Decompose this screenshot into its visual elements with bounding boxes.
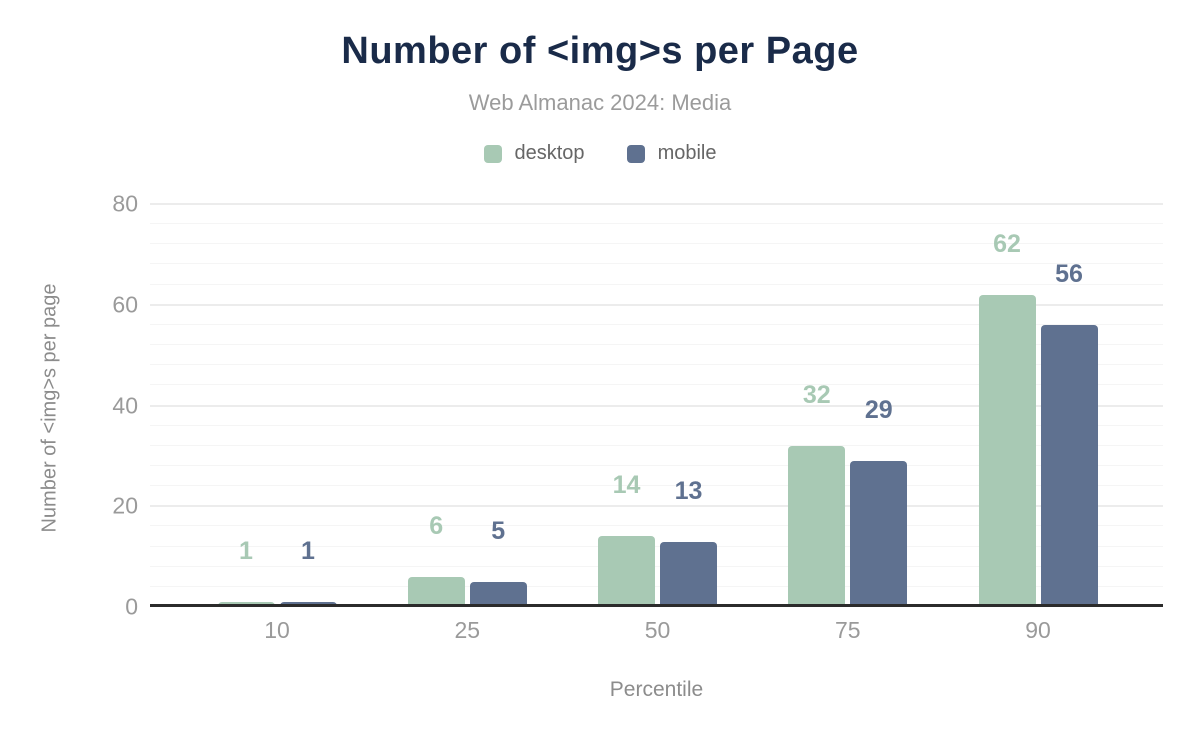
chart-title: Number of <img>s per Page [341, 30, 859, 72]
legend-swatch-mobile [626, 144, 645, 163]
legend-item-desktop[interactable]: desktop [483, 142, 585, 165]
bar-mobile-p90 [1040, 324, 1098, 607]
x-axis-tick-labels: 10 25 50 75 90 [150, 617, 1163, 647]
legend-label-mobile: mobile [657, 142, 717, 164]
y-tick-label-0: 0 [125, 593, 138, 620]
y-tick-label-60: 60 [112, 291, 138, 318]
x-axis-line [150, 604, 1163, 607]
y-tick-label-80: 80 [112, 190, 138, 217]
major-gridline [150, 203, 1163, 205]
value-label-mobile-p10: 1 [301, 536, 315, 565]
chart-subtitle: Web Almanac 2024: Media [468, 90, 732, 115]
value-label-desktop-p50: 14 [612, 471, 641, 500]
bar-desktop-p25 [407, 576, 465, 607]
x-tick-label-50: 50 [644, 617, 671, 643]
value-label-mobile-p90: 56 [1055, 259, 1083, 288]
legend-swatch-desktop [483, 144, 502, 163]
minor-gridline [150, 223, 1163, 225]
y-tick-label-40: 40 [112, 392, 138, 418]
value-label-desktop-p75: 32 [802, 380, 831, 409]
legend-label-desktop: desktop [514, 142, 585, 164]
legend-item-mobile[interactable]: mobile [626, 142, 717, 165]
x-tick-label-25: 25 [454, 617, 481, 643]
value-label-desktop-p25: 6 [429, 511, 444, 540]
minor-gridline [150, 283, 1163, 285]
y-tick-label-20: 20 [112, 492, 138, 519]
value-label-mobile-p50: 13 [674, 476, 703, 505]
x-tick-label-75: 75 [834, 617, 861, 643]
bar-mobile-p50 [660, 541, 717, 607]
value-label-desktop-p10: 1 [239, 536, 253, 565]
plot-area: 1 6 14 32 62 1 5 13 29 56 [150, 203, 1163, 607]
x-axis-title: Percentile [609, 678, 704, 701]
bar-mobile-p25 [469, 581, 527, 607]
legend: desktop mobile [0, 142, 1200, 165]
value-label-desktop-p90: 62 [993, 229, 1021, 258]
bar-desktop-p75 [788, 445, 846, 607]
bar-desktop-p90 [978, 294, 1036, 607]
x-tick-label-10: 10 [264, 617, 290, 643]
bar-mobile-p75 [850, 460, 908, 607]
value-label-mobile-p25: 5 [491, 516, 506, 545]
x-tick-label-90: 90 [1025, 617, 1051, 643]
minor-gridline [150, 263, 1163, 265]
value-label-mobile-p75: 29 [864, 395, 893, 424]
bar-desktop-p50 [598, 536, 655, 607]
